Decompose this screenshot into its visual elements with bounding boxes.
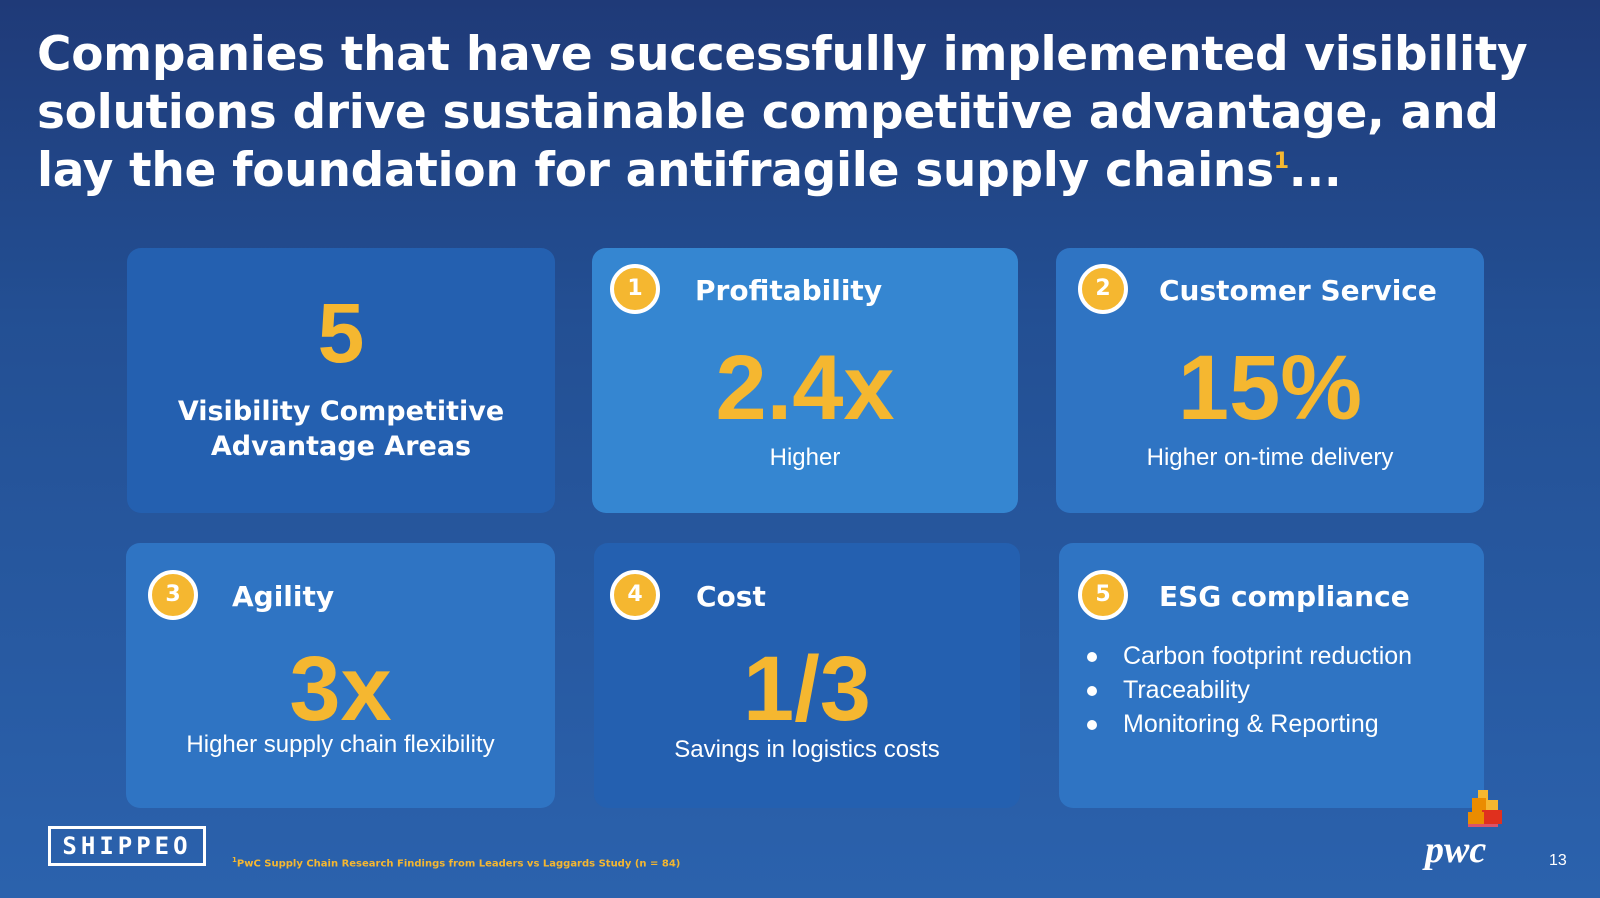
- esg-bullet-item: Carbon footprint reduction: [1087, 639, 1412, 673]
- footnote-text: PwC Supply Chain Research Findings from …: [236, 858, 681, 870]
- shippeo-logo: SHIPPEO: [48, 826, 206, 866]
- slide-title: Companies that have successfully impleme…: [37, 26, 1577, 209]
- footnote-marker: 1: [1273, 149, 1289, 174]
- esg-bullet-list: Carbon footprint reduction Traceability …: [1087, 639, 1412, 741]
- agility-value: 3x: [289, 638, 392, 740]
- footnote-number: 1: [232, 856, 237, 864]
- cost-subtext: Savings in logistics costs: [674, 736, 940, 763]
- customer-service-subtext: Higher on-time delivery: [1146, 444, 1394, 471]
- title-ellipsis: ...: [1288, 143, 1342, 198]
- esg-card: 5 ESG compliance Carbon footprint reduct…: [1059, 543, 1484, 808]
- footnote: 1PwC Supply Chain Research Findings from…: [232, 856, 680, 869]
- profitability-value: 2.4x: [715, 337, 895, 439]
- pwc-logo-mark-icon: [1468, 790, 1502, 827]
- profitability-title: Profitability: [695, 274, 883, 307]
- number-badge-1: 1: [610, 264, 660, 314]
- agility-card: 3 Agility 3x Higher supply chain flexibi…: [126, 543, 555, 808]
- customer-service-card: 2 Customer Service 15% Higher on-time de…: [1056, 248, 1484, 513]
- cost-card: 4 Cost 1/3 Savings in logistics costs: [594, 543, 1020, 808]
- intro-card: 5 Visibility Competitive Advantage Areas: [127, 248, 555, 513]
- number-badge-4: 4: [610, 570, 660, 620]
- page-number: 13: [1549, 852, 1567, 869]
- number-badge-5: 5: [1078, 570, 1128, 620]
- slide-title-text: Companies that have successfully impleme…: [37, 27, 1528, 198]
- agility-title: Agility: [232, 580, 335, 613]
- intro-text: Visibility Competitive Advantage Areas: [177, 396, 505, 462]
- profitability-subtext: Higher: [769, 444, 841, 471]
- pwc-logo: pwc: [1425, 829, 1487, 871]
- cost-value: 1/3: [743, 638, 871, 740]
- customer-service-value: 15%: [1177, 337, 1363, 439]
- esg-bullet-item: Traceability: [1087, 673, 1412, 707]
- cost-title: Cost: [696, 580, 766, 613]
- agility-subtext: Higher supply chain flexibility: [186, 731, 495, 758]
- profitability-card: 1 Profitability 2.4x Higher: [592, 248, 1018, 513]
- esg-bullet-item: Monitoring & Reporting: [1087, 707, 1412, 741]
- esg-title: ESG compliance: [1159, 580, 1410, 613]
- customer-service-title: Customer Service: [1159, 274, 1437, 307]
- intro-big-number: 5: [317, 286, 365, 380]
- number-badge-3: 3: [148, 570, 198, 620]
- number-badge-2: 2: [1078, 264, 1128, 314]
